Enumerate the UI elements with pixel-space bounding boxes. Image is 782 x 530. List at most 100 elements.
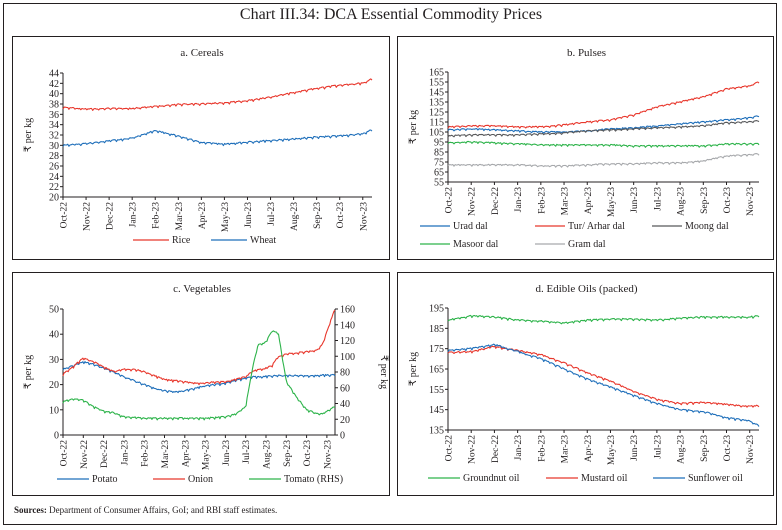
legend-label: Wheat	[250, 235, 276, 246]
x-tick-label: Nov-22	[80, 440, 90, 469]
y-tick-label: 65	[434, 168, 444, 179]
legend-item: Potato	[57, 474, 118, 485]
x-tick-label: Mar-23	[561, 187, 571, 216]
series-line-sunflower-oil	[447, 343, 760, 427]
y-axis-label: ₹ per kg	[23, 118, 34, 152]
x-tick-label: Dec-22	[100, 440, 110, 468]
legend-label: Potato	[92, 474, 118, 485]
y-tick-label: 155	[429, 78, 444, 89]
y-tick-label: 195	[429, 304, 444, 315]
x-tick-label: Aug-23	[677, 435, 687, 464]
x-tick-label: Apr-23	[584, 187, 594, 214]
cereals-chart: a. Cereals ₹ per kg 2022242628303234363840…	[23, 47, 373, 246]
y-tick-label: 20	[49, 380, 59, 391]
x-tick-label: Feb-23	[537, 187, 547, 214]
edible-oils-chart: d. Edible Oils (packed) ₹ per kg 135 145 155…	[408, 283, 760, 484]
sources-text: Department of Consumer Affairs, GoI; and…	[46, 505, 278, 515]
y-tick-label-right: 20	[340, 415, 350, 426]
x-tick-label: Oct-23	[723, 187, 733, 214]
y-tick-label: 22	[49, 182, 59, 193]
y-tick-label: 24	[49, 172, 59, 183]
panel-pulses: b. Pulses ₹ per kg 55 65 75 85 95 105 115 125 135 1…	[397, 36, 774, 260]
y-tick-label: 155	[429, 385, 444, 396]
vegetables-chart: c. Vegetables ₹ per kg 0 10 20 30 40 50 0 20 40 60 8…	[23, 283, 389, 485]
legend-item: Tomato (RHS)	[249, 474, 343, 485]
y-tick-label: 115	[429, 118, 444, 129]
legend-item: Mustard oil	[546, 473, 628, 484]
chart-title: c. Vegetables	[173, 283, 231, 295]
panel-cereals: a. Cereals ₹ per kg 20 22 24 26 28 30 32 34 36 38 40…	[12, 36, 390, 260]
y-tick-label-right: 100	[340, 352, 355, 363]
y-tick-label: 165	[429, 365, 444, 376]
y-tick-label-right: 40	[340, 399, 350, 410]
y-tick-label: 125	[429, 108, 444, 119]
x-tick-label: Dec-22	[491, 435, 501, 463]
x-tick-label: Jan-23	[514, 435, 524, 461]
y-tick-label: 30	[49, 141, 59, 152]
y-tick-label: 40	[49, 89, 59, 100]
x-tick-label: Oct-23	[723, 435, 733, 462]
x-tick-label: Mar-23	[561, 435, 571, 464]
x-tick-label: Aug-23	[677, 187, 687, 216]
legend-label: Moong dal	[685, 221, 729, 232]
legend-item: Wheat	[211, 235, 276, 246]
series-line-moong-dal	[447, 120, 760, 138]
legend-item: Rice	[133, 235, 191, 246]
y-tick-label: 20	[49, 193, 59, 204]
series-line-gram-dal	[447, 153, 760, 168]
x-tick-label: Jul-23	[653, 435, 663, 459]
legend-label: Tur/ Arhar dal	[568, 221, 625, 232]
x-tick-label: Sep-23	[700, 435, 710, 462]
x-tick-label: Apr-23	[181, 440, 191, 467]
sources-label: Sources:	[14, 505, 47, 515]
y-tick-label-right: 160	[340, 305, 355, 316]
y-tick-label: 26	[49, 162, 59, 173]
x-tick-label: May-23	[221, 202, 231, 232]
y-axis-label: ₹ per kg	[23, 355, 34, 389]
x-tick-label: Jun-23	[630, 435, 640, 461]
y-axis-label: ₹ per kg	[408, 110, 419, 144]
y-tick-label-right: 0	[340, 431, 345, 442]
x-tick-label: Feb-23	[537, 435, 547, 462]
series-line-tomato-rhs	[62, 330, 336, 421]
legend-item: Moong dal	[652, 221, 729, 232]
panel-edible-oils: d. Edible Oils (packed) ₹ per kg 135 145 155…	[397, 272, 774, 496]
y-tick-label: 135	[429, 426, 444, 437]
x-tick-label: Dec-22	[106, 202, 116, 230]
y-axis-label-right: ₹ per kg	[378, 355, 389, 389]
y-tick-label: 40	[49, 330, 59, 341]
x-tick-label: Oct-22	[60, 202, 70, 229]
y-tick-label: 185	[429, 324, 444, 335]
y-tick-label: 28	[49, 151, 59, 162]
x-tick-label: Jan-23	[120, 440, 130, 466]
page-title: Chart III.34: DCA Essential Commodity Pr…	[239, 6, 543, 23]
x-tick-label: Jul-23	[653, 187, 663, 211]
x-tick-label: Sep-23	[313, 202, 323, 229]
series-line-groundnut-oil	[447, 314, 760, 325]
series-line-masoor-dal	[447, 140, 760, 148]
legend-item: Masoor dal	[420, 239, 498, 250]
x-tick-label: Nov-23	[323, 440, 333, 469]
x-tick-label: Sep-23	[700, 187, 710, 214]
y-tick-label: 34	[49, 120, 59, 131]
x-tick-label: Dec-22	[491, 187, 501, 215]
x-tick-label: Nov-22	[83, 202, 93, 231]
x-tick-label: Mar-23	[175, 202, 185, 231]
x-tick-label: Feb-23	[152, 202, 162, 229]
x-tick-label: Oct-22	[60, 440, 70, 467]
legend-item: Groundnut oil	[428, 473, 520, 484]
x-tick-label: Jun-23	[222, 440, 232, 466]
y-tick-label: 75	[434, 158, 444, 169]
y-tick-label: 32	[49, 131, 59, 142]
legend-item: Sunflower oil	[653, 473, 743, 484]
y-tick-label: 0	[54, 431, 59, 442]
x-tick-label: Aug-23	[262, 440, 272, 469]
x-tick-label: May-23	[607, 187, 617, 217]
y-tick-label: 175	[429, 344, 444, 355]
x-tick-label: Oct-22	[445, 187, 455, 214]
y-axis-label: ₹ per kg	[408, 352, 419, 386]
pulses-chart: b. Pulses₹ per kg55657585951051151251351…	[408, 47, 760, 250]
x-tick-label: Apr-23	[198, 202, 208, 229]
legend-label: Rice	[172, 235, 191, 246]
y-tick-label: 145	[429, 88, 444, 99]
